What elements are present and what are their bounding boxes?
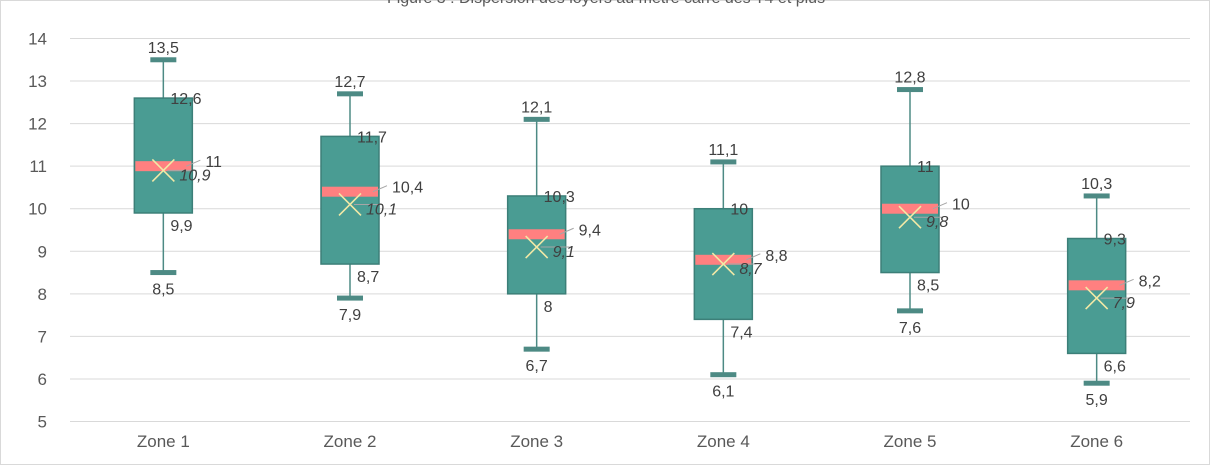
box-group-1 [133,57,201,276]
mean-marker [338,192,362,217]
box-group-2 [320,91,388,301]
whisker-cap-max [337,91,363,97]
y-tick-label: 6 [38,370,47,389]
box-iqr [880,165,940,274]
y-tick-label: 9 [38,242,47,261]
box-iqr [133,97,194,214]
median-band [135,161,192,172]
q1-label: 8,5 [917,278,939,295]
x-category-label: Zone 1 [137,432,190,451]
whisker-cap-min [337,295,363,301]
median-leader [559,227,574,235]
mean-marker [525,235,549,259]
box-group-4 [693,159,761,378]
x-category-label: Zone 6 [1070,432,1123,451]
x-category-label: Zone 3 [510,432,563,451]
whisker-cap-min [523,346,550,352]
mean-marker [1085,286,1109,310]
box-group-6 [1066,193,1134,386]
median-leader [186,159,201,167]
y-tick-label: 11 [29,157,47,176]
max-label: 11,1 [708,142,738,159]
min-label: 7,6 [899,320,921,337]
mean-label: 7,9 [1113,295,1135,312]
y-tick-label: 14 [28,30,47,49]
mean-label: 8,7 [739,261,762,278]
q3-label: 12,6 [170,91,201,108]
max-label: 12,1 [521,99,552,116]
box-group-3 [506,116,574,352]
mean-marker [711,252,735,276]
q1-label: 6,6 [1104,358,1126,375]
box-iqr [320,135,380,265]
q3-label: 11,7 [357,129,387,146]
mean-label: 10,1 [366,201,397,218]
median-leader [372,185,388,193]
median-band [695,254,752,265]
median-leader [932,202,948,210]
median-band [322,186,378,197]
mean-label: 9,1 [553,244,575,261]
min-label: 7,9 [339,307,361,324]
median-label: 8,8 [765,248,787,265]
whisker-cap-min [897,308,923,314]
max-label: 12,8 [894,70,925,87]
box-group-5 [880,87,948,314]
median-leader [746,253,761,261]
q3-label: 10 [730,202,748,219]
x-category-label: Zone 4 [697,432,750,451]
q1-label: 8,7 [357,269,379,286]
median-label: 10 [952,197,970,214]
median-label: 9,4 [579,222,601,239]
y-tick-label: 5 [38,413,47,432]
min-label: 6,7 [526,358,548,375]
x-category-label: Zone 2 [324,432,377,451]
mean-marker [898,205,922,229]
median-band [1068,280,1125,291]
q1-label: 9,9 [170,218,192,235]
box-iqr [506,195,567,295]
whisker-cap-max [523,116,550,122]
min-label: 6,1 [712,384,734,401]
min-label: 8,5 [152,282,174,299]
median-leader [1119,278,1134,286]
y-tick-label: 7 [38,327,47,346]
y-tick-label: 13 [28,72,47,91]
y-tick-label: 10 [28,200,47,219]
max-label: 12,7 [334,74,365,91]
whisker-cap-min [150,270,177,276]
whisker-cap-max [150,57,177,63]
q1-label: 7,4 [730,324,752,341]
whisker-cap-min [1083,380,1110,386]
box-iqr [1066,237,1127,355]
q3-label: 10,3 [544,189,575,206]
mean-label: 9,8 [926,214,948,231]
median-label: 8,2 [1139,273,1161,290]
q3-label: 11 [917,159,934,176]
x-category-label: Zone 5 [884,432,937,451]
min-label: 5,9 [1086,392,1108,409]
q1-label: 8 [544,299,553,316]
whisker-cap-min [710,372,737,378]
median-band [508,229,565,240]
whisker-cap-max [710,159,737,165]
chart-title: Figure 3 : Dispersion des loyers au mètr… [0,0,1212,8]
max-label: 10,3 [1081,176,1112,193]
mean-marker [151,158,175,182]
median-label: 11 [205,154,222,171]
y-tick-label: 12 [28,115,47,134]
max-label: 13,5 [148,40,179,57]
whisker-cap-max [1083,193,1110,199]
q3-label: 9,3 [1104,232,1126,249]
median-label: 10,4 [392,180,423,197]
whisker-cap-max [897,87,923,93]
mean-label: 10,9 [179,167,210,184]
y-tick-label: 8 [38,285,47,304]
median-band [882,203,938,214]
